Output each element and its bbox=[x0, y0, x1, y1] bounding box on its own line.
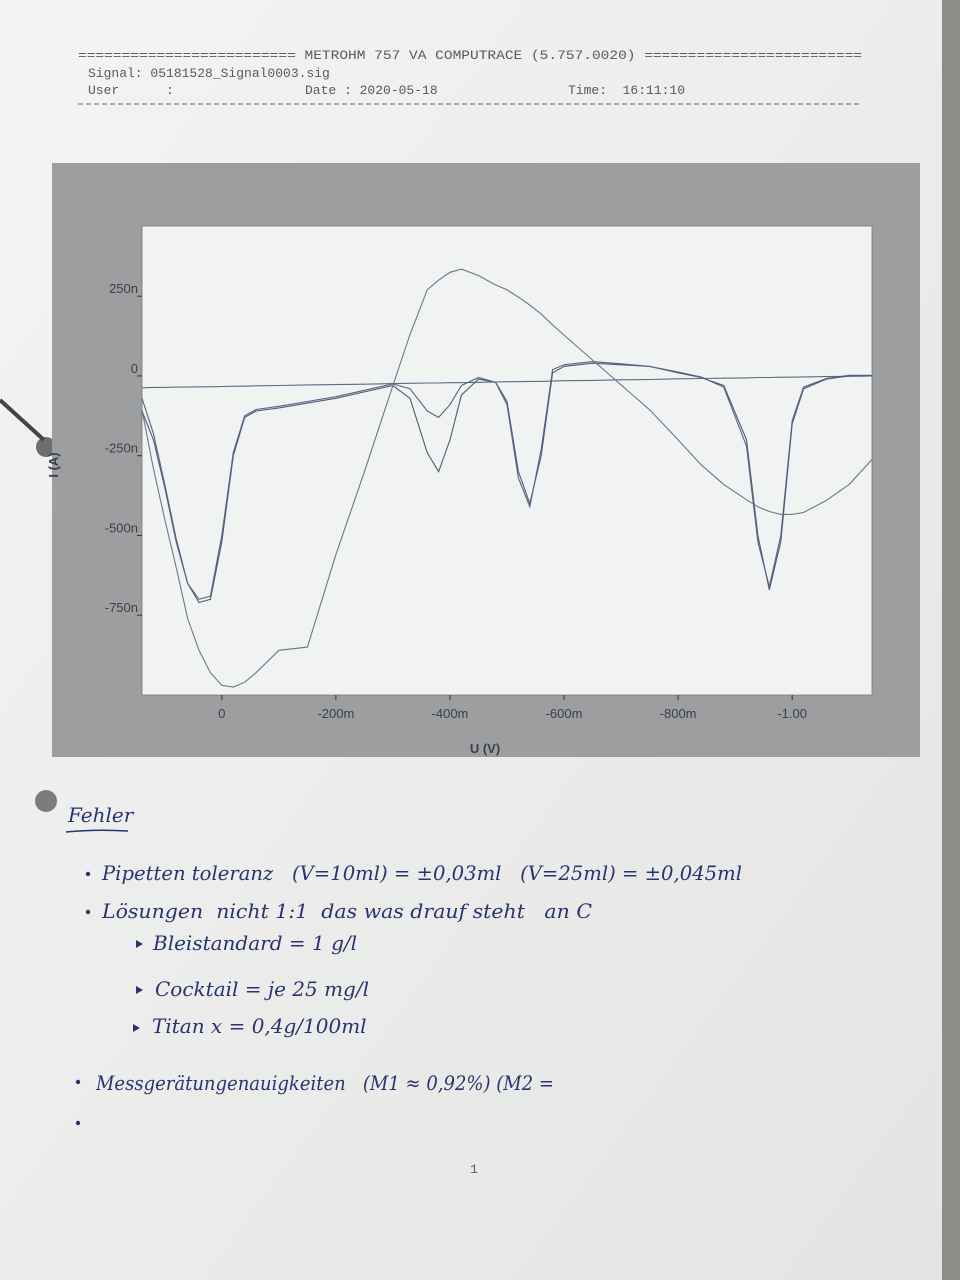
note-subitem: Cocktail = je 25 mg/l bbox=[155, 977, 369, 1001]
y-tick-label: -500n bbox=[105, 520, 138, 535]
x-tick-label: -800m bbox=[660, 706, 697, 721]
y-axis-label: I (A) bbox=[46, 452, 61, 477]
note-subitem: Titan x = 0,4g/100ml bbox=[152, 1014, 367, 1038]
bullet bbox=[85, 871, 91, 877]
x-tick-label: 0 bbox=[218, 706, 225, 721]
y-tick-label: 250n bbox=[109, 281, 138, 296]
note-item: Pipetten toleranz (V=10ml) = ±0,03ml (V=… bbox=[101, 861, 742, 885]
notes-heading: Fehler bbox=[67, 803, 135, 827]
header-title: ========================= METROHM 757 VA… bbox=[78, 48, 862, 63]
y-tick-label: 0 bbox=[131, 361, 138, 376]
x-tick-label: -600m bbox=[546, 706, 583, 721]
header-user: User : bbox=[88, 83, 174, 98]
data-line bbox=[141, 375, 873, 389]
sub-bullet bbox=[133, 1024, 140, 1032]
note-item: Messgerätungenauigkeiten (M1 ≈ 0,92%) (M… bbox=[95, 1071, 554, 1095]
data-line bbox=[141, 268, 873, 688]
x-tick-label: -200m bbox=[317, 706, 354, 721]
page-number: 1 bbox=[470, 1162, 478, 1177]
x-axis-label: U (V) bbox=[470, 741, 500, 756]
binder-ring bbox=[35, 790, 57, 812]
heading-underline bbox=[65, 829, 129, 833]
note-item: Lösungen nicht 1:1 das was drauf steht a… bbox=[101, 899, 592, 923]
bullet bbox=[75, 1079, 81, 1085]
header-time: Time: 16:11:10 bbox=[568, 83, 685, 98]
sub-bullet bbox=[136, 940, 143, 948]
binder-wire bbox=[0, 398, 46, 442]
y-tick-label: -750n bbox=[105, 600, 138, 615]
note-subitem: Bleistandard = 1 g/l bbox=[152, 931, 357, 955]
y-tick-label: -250n bbox=[105, 441, 138, 456]
x-tick-label: -400m bbox=[432, 706, 469, 721]
bullet bbox=[75, 1120, 81, 1126]
data-line bbox=[141, 362, 872, 604]
plot-area bbox=[141, 225, 873, 696]
notes: Fehler Pipetten toleranz (V=10ml) = ±0,0… bbox=[65, 803, 742, 1126]
sub-bullet bbox=[136, 986, 143, 994]
x-tick-label: -1.00 bbox=[777, 706, 807, 721]
binder-ring bbox=[36, 437, 56, 457]
header-date: Date : 2020-05-18 bbox=[305, 83, 438, 98]
bullet bbox=[85, 909, 91, 915]
data-line bbox=[141, 361, 872, 600]
header-signal: Signal: 05181528_Signal0003.sig bbox=[88, 66, 330, 81]
